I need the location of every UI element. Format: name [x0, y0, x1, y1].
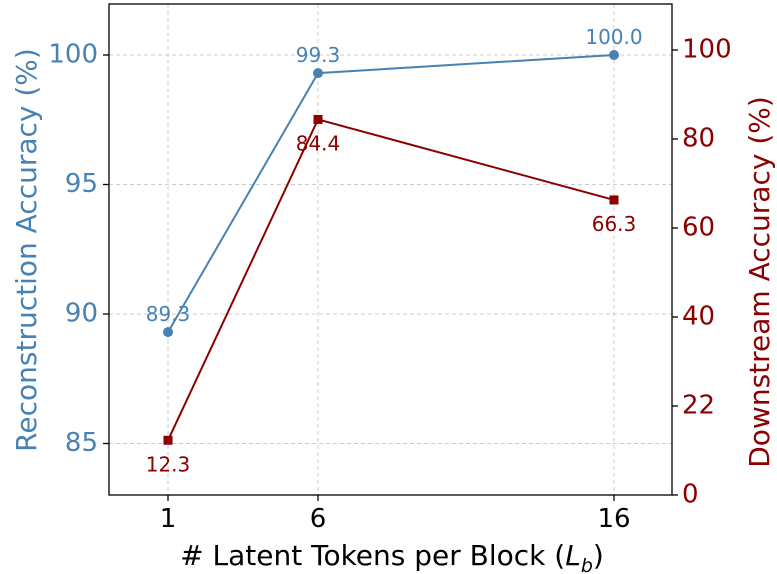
x-axis-label: # Latent Tokens per Block (Lb) [180, 539, 604, 574]
grid-lines [109, 4, 672, 495]
data-label-right: 12.3 [146, 452, 191, 476]
data-point-left [163, 327, 173, 338]
data-label-right: 66.3 [592, 212, 637, 236]
x-axis-label-main: # Latent Tokens per Block ( [180, 539, 565, 572]
y-axis-left-label: Reconstruction Accuracy (%) [10, 48, 43, 452]
data-point-left [313, 68, 323, 79]
x-tick-label: 6 [310, 504, 327, 534]
y-right-tick-label: 60 [682, 213, 715, 243]
y-left-tick-label: 90 [65, 299, 98, 329]
y-axis-right-label: Downstream Accuracy (%) [743, 96, 776, 468]
plot-frame [108, 3, 673, 496]
data-point-left [609, 50, 619, 60]
data-labels: 89.3 99.3 100.0 12.3 84.4 66.3 [146, 25, 643, 476]
data-point-right [163, 435, 173, 445]
x-axis-label-var: L [565, 539, 581, 572]
x-axis-label-close: ) [593, 539, 604, 572]
x-tick-label: 1 [160, 504, 177, 534]
series-line-right [167, 118, 615, 441]
y-right-tick-label: 100 [682, 35, 732, 65]
data-point-right [313, 114, 323, 124]
data-label-left: 100.0 [585, 25, 642, 49]
y-left-tick-label: 100 [48, 40, 98, 70]
y-right-tick-label: 22 [682, 391, 715, 421]
series-line-left [167, 54, 615, 333]
data-label-right: 84.4 [296, 131, 341, 155]
series-layer [163, 50, 619, 445]
y-right-tick-label: 0 [682, 480, 699, 510]
y-left-tick-label: 95 [65, 169, 98, 199]
data-label-left: 89.3 [146, 302, 191, 326]
data-point-right [609, 195, 619, 205]
y-left-tick-label: 85 [65, 428, 98, 458]
y-right-tick-label: 80 [682, 124, 715, 154]
x-tick-label: 16 [597, 504, 630, 534]
y-right-tick-label: 40 [682, 302, 715, 332]
x-axis-label-sub: b [581, 555, 593, 574]
data-label-left: 99.3 [296, 43, 341, 67]
